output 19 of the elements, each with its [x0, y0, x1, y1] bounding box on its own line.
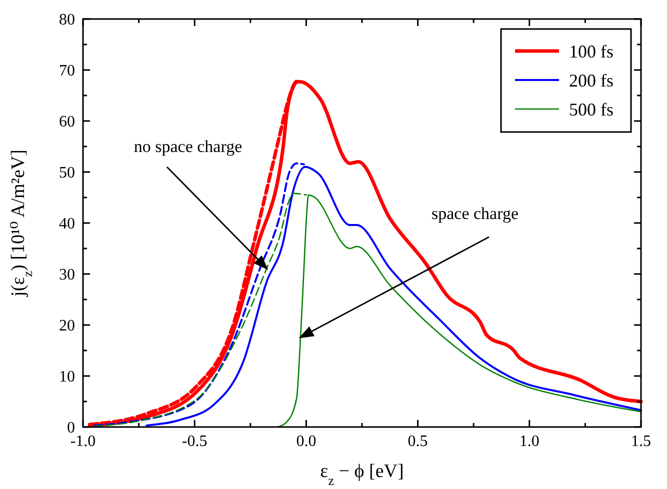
x-tick-label: -0.5 [182, 433, 208, 450]
legend-label: 200 fs [569, 70, 614, 90]
y-tick-label: 50 [59, 164, 75, 182]
legend-label: 500 fs [569, 99, 614, 120]
y-tick-label: 70 [59, 62, 75, 80]
y-tick-label: 20 [59, 318, 75, 335]
y-tick-label: 60 [59, 114, 75, 131]
x-tick-label: 1.0 [519, 433, 540, 450]
y-tick-label: 80 [59, 12, 75, 29]
y-tick-label: 30 [59, 266, 75, 284]
annotation: no space charge [134, 136, 242, 156]
y-tick-label: 40 [59, 216, 75, 233]
legend-label: 100 fs [569, 41, 614, 62]
x-tick-label: 1.5 [631, 433, 651, 450]
x-tick-label: 0.0 [296, 433, 316, 450]
x-axis-title: ε$_{z}$ − ϕ [eV] [320, 461, 404, 488]
annotation: space charge [432, 204, 518, 223]
y-tick-label: 10 [59, 368, 75, 386]
x-tick-label: 0.5 [408, 433, 428, 450]
